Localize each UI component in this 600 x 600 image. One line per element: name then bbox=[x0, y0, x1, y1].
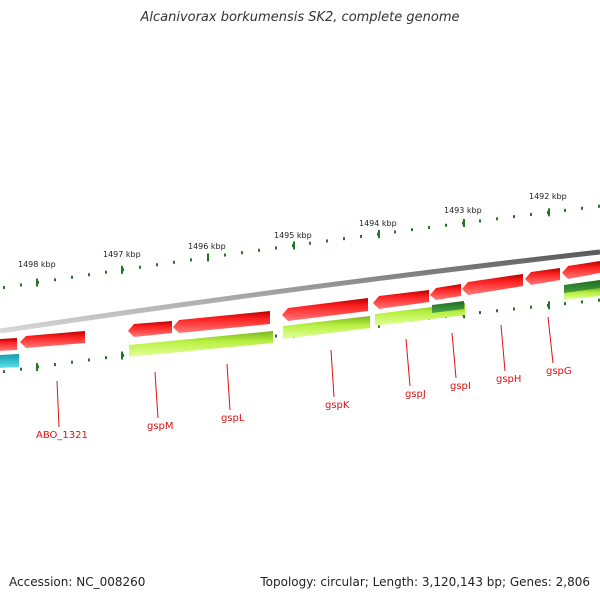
gene-arrow[interactable] bbox=[128, 321, 172, 337]
gene-arrow[interactable] bbox=[0, 354, 19, 368]
genome-backbone bbox=[0, 249, 600, 334]
scale-major-tick bbox=[548, 208, 550, 217]
scale-tick bbox=[3, 370, 5, 374]
scale-major-tick bbox=[463, 218, 465, 227]
gene-label-gspi[interactable]: gspI bbox=[450, 381, 471, 392]
scale-tick bbox=[513, 307, 515, 311]
scale-tick bbox=[445, 223, 447, 227]
scale-tick bbox=[241, 251, 243, 255]
scale-tick bbox=[275, 246, 277, 250]
forward-strand-genes bbox=[0, 261, 600, 351]
scale-tick bbox=[173, 260, 175, 264]
scale-tick bbox=[190, 258, 192, 262]
scale-tick bbox=[581, 206, 583, 210]
scale-tick bbox=[564, 302, 566, 306]
scale-tick bbox=[20, 367, 22, 371]
scale-tick bbox=[275, 334, 277, 338]
gene-arrow[interactable] bbox=[564, 288, 600, 300]
scale-major-tick bbox=[293, 241, 295, 250]
scale-tick bbox=[156, 263, 158, 267]
scale-tick bbox=[71, 275, 73, 279]
reverse-strand-genes bbox=[0, 280, 600, 368]
outer-scale bbox=[3, 204, 600, 290]
scale-tick bbox=[496, 309, 498, 313]
scale-tick bbox=[428, 225, 430, 229]
scale-tick bbox=[513, 215, 515, 219]
scale-tick bbox=[71, 360, 73, 364]
scale-label-1498: 1498 kbp bbox=[18, 260, 56, 269]
scale-tick bbox=[3, 286, 5, 290]
scale-major-tick bbox=[36, 278, 38, 287]
scale-tick bbox=[360, 234, 362, 238]
scale-tick bbox=[581, 300, 583, 304]
scale-tick bbox=[598, 298, 600, 302]
gene-arrow[interactable] bbox=[129, 331, 273, 357]
scale-tick bbox=[598, 204, 600, 208]
scale-tick bbox=[343, 237, 345, 241]
scale-major-tick bbox=[36, 363, 38, 372]
scale-tick bbox=[105, 356, 107, 360]
scale-tick bbox=[88, 273, 90, 277]
scale-tick bbox=[139, 265, 141, 269]
scale-major-tick bbox=[121, 265, 123, 274]
gene-label-gspl[interactable]: gspL bbox=[221, 413, 245, 424]
scale-tick bbox=[105, 270, 107, 274]
gene-label-abo1321[interactable]: ABO_1321 bbox=[36, 430, 88, 441]
gene-label-gsph[interactable]: gspH bbox=[496, 374, 521, 385]
scale-tick bbox=[530, 213, 532, 217]
scale-tick bbox=[564, 208, 566, 212]
scale-tick bbox=[88, 358, 90, 362]
scale-label-1495: 1495 kbp bbox=[274, 231, 312, 240]
scale-major-tick bbox=[378, 230, 380, 239]
gene-arrow[interactable] bbox=[525, 268, 560, 285]
scale-tick bbox=[496, 217, 498, 221]
gene-label-gspk[interactable]: gspK bbox=[325, 400, 350, 411]
scale-major-tick bbox=[548, 301, 550, 310]
label-leaders bbox=[56, 316, 554, 428]
gene-arrow[interactable] bbox=[20, 331, 85, 348]
scale-label-1494: 1494 kbp bbox=[359, 219, 397, 228]
scale-tick bbox=[479, 219, 481, 223]
gene-arrow[interactable] bbox=[282, 298, 368, 321]
genome-title: Alcanivorax borkumensis SK2, complete ge… bbox=[140, 10, 460, 25]
scale-tick bbox=[224, 253, 226, 257]
scale-tick bbox=[309, 241, 311, 245]
gene-arrow[interactable] bbox=[430, 284, 461, 300]
scale-tick bbox=[530, 305, 532, 309]
gene-arrow[interactable] bbox=[432, 301, 464, 313]
gene-label-gspg[interactable]: gspG bbox=[546, 366, 572, 377]
gene-arrow[interactable] bbox=[0, 338, 17, 351]
genome-summary-text: Topology: circular; Length: 3,120,143 bp… bbox=[260, 575, 590, 589]
gene-arrow[interactable] bbox=[173, 311, 270, 333]
scale-label-1493: 1493 kbp bbox=[444, 206, 482, 215]
scale-major-tick bbox=[207, 253, 209, 262]
gene-arrow[interactable] bbox=[283, 316, 370, 339]
gene-label-gspj[interactable]: gspJ bbox=[405, 389, 426, 400]
gene-arrow[interactable] bbox=[462, 274, 523, 295]
gene-label-gspm[interactable]: gspM bbox=[147, 421, 174, 432]
gene-arrow[interactable] bbox=[562, 261, 600, 279]
scale-tick bbox=[20, 283, 22, 287]
scale-major-tick bbox=[121, 351, 123, 360]
scale-label-1496: 1496 kbp bbox=[188, 242, 226, 251]
scale-label-1492: 1492 kbp bbox=[529, 192, 567, 201]
scale-tick bbox=[258, 248, 260, 252]
scale-tick bbox=[394, 230, 396, 234]
accession-text: Accession: NC_008260 bbox=[9, 575, 146, 589]
scale-tick bbox=[411, 228, 413, 232]
scale-tick bbox=[54, 363, 56, 367]
scale-tick bbox=[326, 239, 328, 243]
scale-tick bbox=[479, 311, 481, 315]
scale-label-1497: 1497 kbp bbox=[103, 250, 141, 259]
gene-arrow[interactable] bbox=[373, 290, 429, 309]
scale-tick bbox=[54, 278, 56, 282]
